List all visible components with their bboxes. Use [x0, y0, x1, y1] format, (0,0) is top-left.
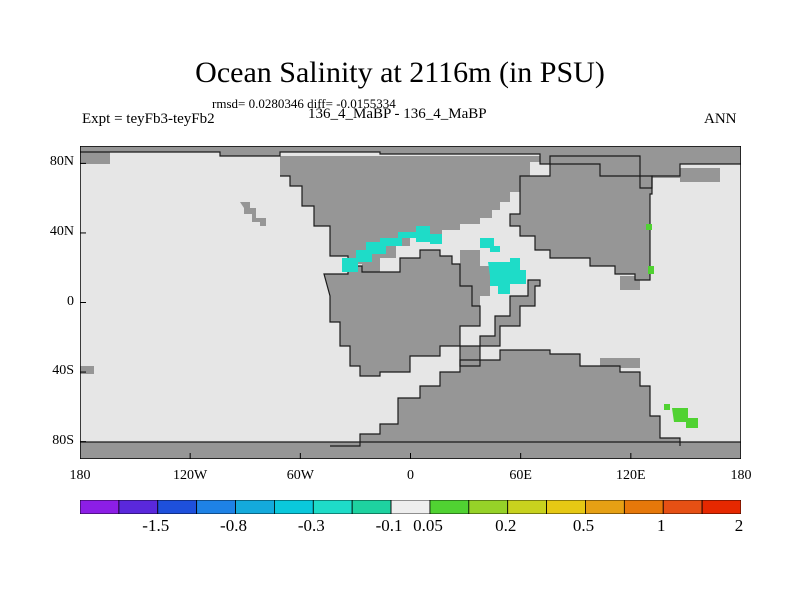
lat-tick-label: 80N — [49, 154, 74, 170]
land-fill — [80, 146, 741, 459]
southwest-pacific-anomaly — [664, 404, 698, 428]
colorbar-box — [118, 500, 159, 514]
colorbar-label: -1.5 — [142, 516, 170, 535]
lat-tick-label: 0 — [67, 293, 74, 309]
lon-tick-label: 120W — [173, 468, 208, 483]
colorbar-box — [274, 500, 314, 514]
experiment-label: Expt = teyFb3-teyFb2 — [82, 111, 215, 127]
colorbar-box — [80, 500, 120, 514]
lon-tick-label: 60W — [286, 468, 314, 483]
lon-tick-label: 180 — [730, 468, 752, 483]
coastlines — [80, 151, 741, 447]
colorbar-box — [701, 500, 741, 514]
colorbar-box — [312, 500, 353, 514]
north-tethys-anomaly — [342, 226, 442, 272]
colorbar-label: 0.5 — [572, 516, 595, 535]
colorbar-label: -0.3 — [297, 516, 325, 535]
colorbar-box — [662, 500, 703, 514]
colorbar-box — [585, 500, 625, 514]
lat-tick-label: 80S — [52, 432, 74, 448]
colorbar-box — [390, 500, 431, 514]
east-tethys-anomaly — [480, 238, 526, 294]
plot-title: Ocean Salinity at 2116m (in PSU) — [195, 56, 605, 89]
anomaly-patches — [342, 224, 698, 428]
tick-marks — [80, 162, 741, 459]
colorbar-label: -0.8 — [220, 516, 247, 535]
lat-tick-label: 40N — [49, 223, 74, 239]
season-label: ANN — [704, 111, 737, 127]
colorbar-box — [546, 500, 586, 514]
lon-tick-label: 120E — [616, 468, 646, 483]
colorbar-label: 2 — [734, 516, 744, 535]
colorbar-label: 0.05 — [413, 516, 443, 535]
lat-tick-label: 40S — [52, 363, 74, 379]
colorbar-label: 1 — [656, 516, 666, 535]
colorbar-box — [196, 500, 236, 514]
colorbar-box — [235, 500, 275, 514]
colorbar-box — [468, 500, 509, 514]
colorbar-box — [157, 500, 198, 514]
colorbar-box — [351, 500, 392, 514]
lon-tick-label: 60E — [509, 468, 532, 483]
west-pacific-anomaly — [646, 224, 654, 274]
lon-tick-label: 180 — [69, 468, 91, 483]
colorbar-label: -0.1 — [375, 516, 403, 535]
period-label: 136_4_MaBP - 136_4_MaBP — [308, 106, 487, 122]
statistics-line: rmsd= 0.0280346 diff= -0.0155334 — [212, 96, 396, 111]
colorbar-label: 0.2 — [495, 516, 517, 535]
colorbar-box — [623, 500, 664, 514]
lon-tick-label: 0 — [407, 468, 414, 483]
colorbar-box — [507, 500, 547, 514]
colorbar — [80, 500, 741, 514]
colorbar-box — [429, 500, 470, 514]
salinity-map — [80, 146, 741, 459]
